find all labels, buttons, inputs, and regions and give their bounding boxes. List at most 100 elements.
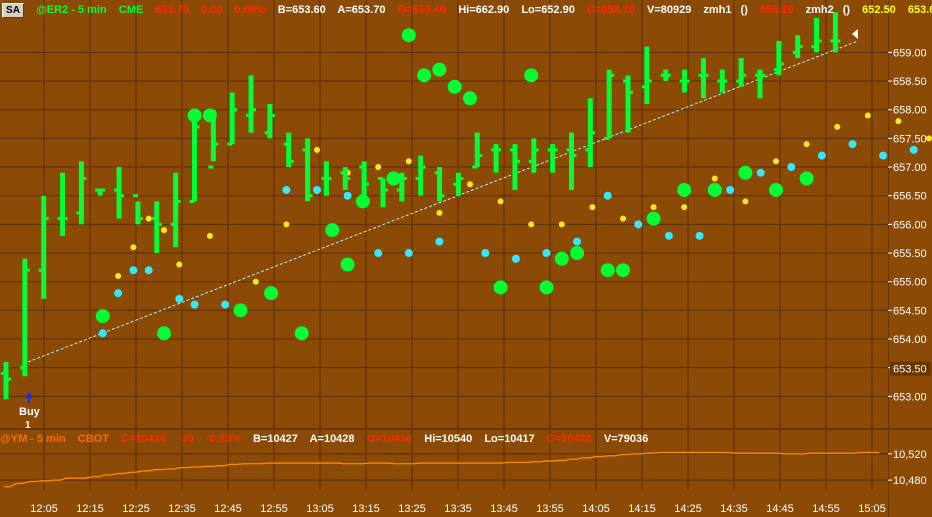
top-open: O=653.40	[397, 4, 447, 16]
big-dot	[95, 309, 110, 324]
yellow-dot	[252, 278, 259, 285]
price-axis[interactable]: 659.00 658.50 658.00 657.50 657.00 656.50 656.…	[888, 47, 931, 487]
ohlc-bar	[378, 177, 388, 208]
big-dot	[264, 286, 279, 301]
panel-divider	[0, 428, 932, 430]
y-tick-label: 654.50	[893, 305, 927, 317]
ohlc-bar	[472, 132, 483, 169]
cyan-dot	[435, 237, 444, 246]
y-tick-label: 10,520	[893, 449, 927, 461]
ohlc-bar	[151, 201, 162, 254]
ohlc-bar	[264, 103, 275, 139]
bottom-volume: V=79036	[603, 433, 649, 445]
yellow-dot	[681, 204, 688, 211]
x-tick-label: 13:55	[536, 503, 564, 515]
y-tick-label: 657.50	[893, 133, 927, 145]
x-tick-label: 13:15	[352, 503, 380, 515]
x-tick-label: 14:55	[812, 503, 840, 515]
x-tick-label: 14:45	[766, 503, 794, 515]
bottom-low: Lo=10417	[484, 433, 535, 445]
big-dot	[707, 182, 722, 197]
ohlc-bar	[76, 161, 87, 225]
big-dot	[570, 246, 585, 261]
cyan-dot	[98, 329, 107, 338]
study2-name[interactable]: zmh2	[805, 4, 834, 16]
cyan-dot	[129, 266, 138, 275]
current-price-label: 653.50	[893, 364, 927, 376]
buy-quantity: 1	[25, 420, 31, 431]
last-price-marker-icon	[852, 29, 858, 39]
yellow-dot	[206, 232, 213, 239]
top-pct-change: 0.00%	[234, 4, 266, 16]
ohlc-bar	[38, 195, 49, 299]
bottom-last-price: C=10428	[121, 433, 166, 445]
ohlc-bar	[679, 69, 690, 93]
cyan-dot	[573, 237, 582, 246]
yellow-dot	[436, 209, 443, 216]
x-tick-label: 12:35	[168, 503, 196, 515]
ohlc-bar	[604, 69, 615, 140]
ohlc-bar	[528, 138, 539, 173]
x-tick-label: 14:25	[674, 503, 702, 515]
cyan-dot	[603, 191, 612, 200]
trendline[interactable]	[27, 40, 859, 363]
cyan-dot	[756, 168, 765, 177]
study1-params: ()	[740, 4, 748, 16]
sa-button[interactable]: SA	[2, 2, 24, 18]
cyan-dot	[848, 140, 857, 149]
ohlc-bar	[302, 138, 313, 202]
ohlc-bar	[57, 172, 68, 236]
bottom-ask: A=10428	[309, 433, 355, 445]
y-tick-label: 653.00	[893, 391, 927, 403]
x-tick-label: 12:15	[76, 503, 104, 515]
yellow-dot	[176, 261, 183, 268]
y-tick-label: 656.50	[893, 191, 927, 203]
big-dot	[233, 303, 248, 318]
ohlc-bar	[321, 161, 332, 196]
study1-name[interactable]: zmh1	[703, 4, 732, 16]
y-tick-label: 658.50	[893, 76, 927, 88]
x-tick-label: 14:05	[582, 503, 610, 515]
cyan-dot	[374, 249, 383, 258]
yellow-dot	[742, 198, 749, 205]
yellow-dot	[314, 146, 320, 153]
time-axis[interactable]: 12:05 12:15 12:25 12:35 12:45 12:55 13:05 13:15…	[30, 503, 886, 515]
big-dot	[677, 182, 692, 197]
ohlc-bar	[189, 115, 200, 203]
study2-value2: 653.60	[907, 4, 932, 16]
cyan-dot	[879, 151, 888, 160]
big-dot	[769, 182, 783, 197]
cyan-dot	[664, 231, 673, 240]
big-dot	[493, 280, 508, 295]
yellow-dot	[115, 272, 122, 279]
ohlc-bar	[132, 194, 143, 225]
cyan-dot	[282, 185, 291, 194]
ym-step-path	[4, 451, 880, 488]
top-close: C=653.70	[586, 4, 635, 16]
top-symbol[interactable]: @ER2 - 5 min	[36, 4, 107, 16]
buy-arrow-icon	[25, 392, 33, 404]
y-tick-label: 655.00	[893, 277, 927, 289]
y-tick-label: 10,480	[893, 475, 927, 487]
cyan-dot	[726, 185, 735, 194]
yellow-dots-series	[115, 112, 932, 285]
big-dot	[799, 171, 814, 186]
buy-marker[interactable]: Buy 1	[19, 392, 41, 431]
ohlc-bar	[641, 46, 652, 104]
cyan-dot	[144, 266, 153, 275]
ohlc-bar	[547, 144, 558, 173]
x-tick-label: 12:05	[30, 503, 58, 515]
yellow-dot	[375, 164, 382, 171]
ohlc-bar	[773, 40, 784, 76]
big-dot	[447, 79, 462, 94]
x-tick-label: 12:55	[260, 503, 288, 515]
cyan-dot	[190, 300, 199, 309]
bottom-symbol[interactable]: @YM - 5 min	[0, 433, 66, 445]
ohlc-bar	[246, 75, 257, 133]
x-tick-label: 14:15	[628, 503, 656, 515]
ohlc-bar	[359, 161, 370, 196]
top-exchange: CME	[118, 4, 144, 16]
big-dot	[463, 91, 477, 106]
cyan-dot	[909, 145, 918, 154]
